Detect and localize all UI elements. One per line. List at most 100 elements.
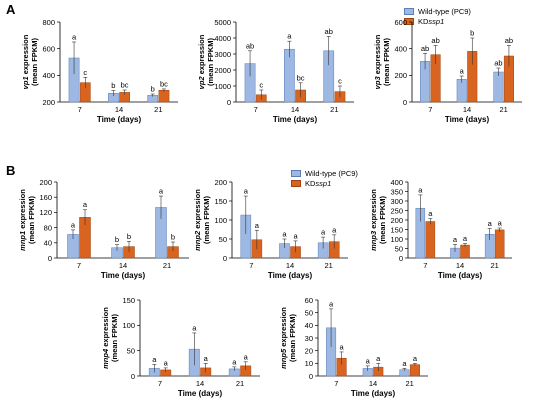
significance-label: a bbox=[72, 33, 77, 42]
y-axis-label-gene: vp1 bbox=[21, 76, 30, 89]
x-axis-title: Time (days) bbox=[101, 271, 146, 280]
y-axis-label-text: expression bbox=[193, 189, 202, 231]
y-axis-label-gene: vp3 bbox=[373, 76, 382, 90]
y-axis-label-unit: (mean FPKM) bbox=[202, 196, 211, 244]
significance-label: a bbox=[413, 354, 418, 363]
y-axis-label: mnp4 expression bbox=[101, 307, 110, 369]
significance-label: a bbox=[244, 352, 249, 361]
bar bbox=[425, 221, 436, 259]
y-tick-label: 0 bbox=[403, 98, 407, 107]
significance-label: b bbox=[115, 235, 119, 244]
significance-label: ab bbox=[494, 59, 502, 68]
legend-swatch-kd bbox=[404, 17, 414, 25]
y-tick-label: 0 bbox=[309, 372, 313, 381]
y-tick-label: 300 bbox=[390, 197, 403, 206]
x-tick-label: 14 bbox=[119, 261, 127, 270]
y-tick-label: 40 bbox=[305, 321, 313, 330]
y-tick-label: 150 bbox=[390, 225, 403, 234]
x-tick-label: 7 bbox=[423, 261, 427, 270]
y-tick-label: 0 bbox=[48, 254, 52, 263]
y-axis-label: vp2 expression bbox=[197, 34, 206, 89]
legend-label-kd: KD bbox=[305, 178, 316, 188]
y-axis-label-gene: mnp4 bbox=[101, 348, 110, 369]
significance-label: a bbox=[453, 235, 458, 244]
bar bbox=[158, 90, 170, 103]
significance-label: b bbox=[151, 85, 155, 94]
x-tick-label: 14 bbox=[286, 261, 294, 270]
significance-label: ab bbox=[421, 44, 429, 53]
y-axis-label-gene: vp2 bbox=[197, 76, 206, 90]
significance-label: a bbox=[498, 218, 503, 227]
chart-vp2: 0 1000 2000 3000 4000 5000 vp2 expression (mean… bbox=[197, 18, 354, 124]
y-tick-label: 200 bbox=[390, 216, 403, 225]
significance-label: ab bbox=[505, 36, 513, 45]
significance-label: a bbox=[159, 187, 164, 196]
x-tick-label: 21 bbox=[324, 261, 332, 270]
significance-label: ab bbox=[431, 36, 439, 45]
y-axis-label: mnp2 expression bbox=[193, 189, 202, 251]
significance-label: b bbox=[470, 29, 474, 38]
y-tick-label: 400 bbox=[42, 71, 55, 80]
y-axis-label-text: expression bbox=[369, 189, 378, 231]
panel-letter-b: B bbox=[6, 163, 16, 178]
x-tick-label: 21 bbox=[330, 105, 338, 114]
bar bbox=[409, 364, 420, 377]
y-tick-label: 20 bbox=[305, 346, 313, 355]
y-tick-label: 100 bbox=[214, 216, 227, 225]
x-tick-label: 7 bbox=[158, 379, 162, 388]
y-tick-label: 2000 bbox=[214, 66, 231, 75]
legend-entry-kd: KD ssp1 bbox=[404, 16, 471, 26]
y-tick-label: 400 bbox=[394, 44, 407, 53]
x-tick-label: 21 bbox=[499, 105, 507, 114]
significance-label: c bbox=[259, 81, 263, 90]
x-tick-label: 14 bbox=[196, 379, 204, 388]
y-tick-label: 80 bbox=[44, 223, 52, 232]
y-axis-label-unit: (mean FPKM) bbox=[110, 314, 119, 362]
y-axis-label: mnp5 expression bbox=[279, 307, 288, 369]
y-tick-label: 50 bbox=[127, 346, 135, 355]
y-axis-label-unit: (mean FPKM) bbox=[206, 38, 215, 86]
significance-label: a bbox=[232, 357, 237, 366]
legend-label-kd: KD bbox=[418, 16, 429, 26]
y-axis-label-unit: (mean FPKM) bbox=[382, 38, 391, 86]
y-tick-label: 160 bbox=[39, 193, 52, 202]
significance-label: b bbox=[111, 81, 115, 90]
y-axis-label-unit: (mean FPKM) bbox=[30, 38, 39, 86]
y-axis-label-unit: (mean FPKM) bbox=[27, 196, 36, 244]
x-tick-label: 21 bbox=[154, 105, 162, 114]
significance-label: a bbox=[418, 185, 423, 194]
chart-mnp4: 0 50 100 150 mnp4 expression (mean FPKM) Time … bbox=[101, 296, 260, 398]
y-tick-label: 5000 bbox=[214, 18, 231, 27]
y-tick-label: 0 bbox=[223, 254, 227, 263]
y-tick-label: 50 bbox=[219, 235, 227, 244]
y-axis-label-gene: mnp1 bbox=[18, 231, 27, 251]
bar bbox=[493, 71, 504, 103]
panel-letter-a: A bbox=[6, 2, 16, 17]
x-tick-label: 21 bbox=[490, 261, 498, 270]
significance-label: a bbox=[83, 200, 88, 209]
chart-vp1: 200 400 600 800 vp1 expression (mean FPKM) Tim… bbox=[21, 18, 178, 124]
significance-label: a bbox=[152, 355, 157, 364]
y-axis-label: vp1 expression bbox=[21, 34, 30, 89]
bar bbox=[494, 229, 505, 259]
x-tick-label: 14 bbox=[463, 105, 471, 114]
x-axis-title: Time (days) bbox=[97, 115, 142, 124]
significance-label: c bbox=[83, 68, 87, 77]
significance-label: ab bbox=[246, 41, 254, 50]
significance-label: bc bbox=[121, 81, 129, 90]
y-tick-label: 200 bbox=[394, 71, 407, 80]
y-tick-label: 1000 bbox=[214, 82, 231, 91]
y-axis-label-text: expression bbox=[101, 307, 110, 349]
x-axis-title: Time (days) bbox=[178, 389, 223, 398]
y-axis-label: mnp1 expression bbox=[18, 189, 27, 251]
y-tick-label: 150 bbox=[214, 197, 227, 206]
x-axis-title: Time (days) bbox=[273, 115, 318, 124]
significance-label: a bbox=[204, 354, 209, 363]
legend-swatch-kd bbox=[291, 179, 301, 187]
bar bbox=[460, 244, 470, 259]
significance-label: a bbox=[402, 359, 407, 368]
legend-label-kd-italic: ssp1 bbox=[428, 16, 445, 26]
significance-label: a bbox=[332, 225, 337, 234]
